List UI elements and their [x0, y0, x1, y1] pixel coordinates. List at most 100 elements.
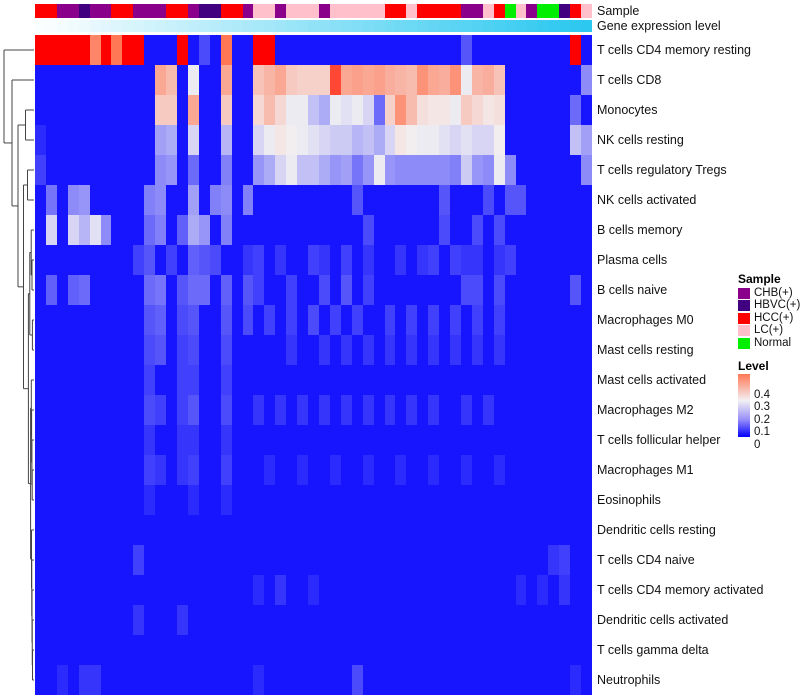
- heatmap-cell: [176, 425, 188, 455]
- heatmap-cell: [504, 275, 516, 305]
- heatmap-cell: [155, 95, 167, 125]
- heatmap-cell: [384, 425, 396, 455]
- heatmap-cell: [373, 275, 385, 305]
- heatmap-cell: [450, 125, 461, 155]
- heatmap-cell: [460, 275, 472, 305]
- heatmap-cell: [439, 515, 451, 545]
- heatmap-cell: [111, 245, 123, 275]
- heatmap-cell: [155, 305, 167, 335]
- heatmap-cell: [537, 305, 549, 335]
- heatmap-row: [35, 485, 593, 515]
- heatmap-cell: [471, 395, 483, 425]
- heatmap-cell: [362, 575, 374, 605]
- heatmap-cell: [362, 635, 374, 665]
- heatmap-cell: [417, 455, 429, 485]
- sample-annotation-cell: [253, 4, 265, 18]
- heatmap-cell: [460, 335, 472, 365]
- heatmap-cell: [548, 155, 560, 185]
- heatmap-cell: [67, 545, 79, 575]
- heatmap-cell: [89, 455, 101, 485]
- heatmap-row: [35, 95, 593, 125]
- sample-annotation-cell: [231, 4, 243, 18]
- heatmap-cell: [515, 335, 527, 365]
- heatmap-cell: [526, 185, 538, 215]
- heatmap-cell: [133, 155, 145, 185]
- heatmap-cell: [100, 365, 112, 395]
- level-tick-label: 0: [754, 438, 761, 451]
- heatmap-cell: [460, 395, 472, 425]
- heatmap-cell: [570, 515, 582, 545]
- heatmap-cell: [78, 35, 90, 65]
- heatmap-cell: [526, 395, 538, 425]
- heatmap-cell: [155, 245, 167, 275]
- heatmap-cell: [100, 395, 112, 425]
- heatmap-cell: [450, 305, 461, 335]
- heatmap-cell: [67, 455, 79, 485]
- heatmap-cell: [45, 545, 57, 575]
- heatmap-cell: [515, 125, 527, 155]
- heatmap-cell: [351, 425, 363, 455]
- heatmap-cell: [493, 635, 505, 665]
- heatmap-cell: [133, 35, 145, 65]
- heatmap-cell: [482, 305, 494, 335]
- heatmap-cell: [351, 275, 363, 305]
- heatmap-cell: [515, 35, 527, 65]
- heatmap-cell: [493, 575, 505, 605]
- heatmap-cell: [308, 275, 319, 305]
- heatmap-cell: [460, 305, 472, 335]
- heatmap-cell: [297, 335, 309, 365]
- heatmap-cell: [122, 605, 134, 635]
- heatmap-cell: [122, 125, 134, 155]
- heatmap-cell: [45, 215, 57, 245]
- heatmap-cell: [198, 455, 210, 485]
- heatmap-cell: [275, 605, 287, 635]
- gene-expression-annotation-cell: [264, 20, 276, 32]
- sample-annotation-cell: [144, 4, 156, 18]
- heatmap-cell: [362, 65, 374, 95]
- heatmap-cell: [526, 215, 538, 245]
- heatmap-cell: [122, 275, 134, 305]
- heatmap-row-label: Mast cells activated: [597, 372, 707, 387]
- heatmap-cell: [537, 275, 549, 305]
- heatmap-cell: [428, 155, 440, 185]
- heatmap-cell: [471, 65, 483, 95]
- heatmap-cell: [559, 335, 571, 365]
- heatmap-cell: [318, 215, 330, 245]
- heatmap-cell: [504, 425, 516, 455]
- heatmap-cell: [318, 305, 330, 335]
- heatmap-cell: [439, 635, 451, 665]
- heatmap-cell: [297, 485, 309, 515]
- heatmap-cell: [187, 635, 199, 665]
- heatmap-cell: [493, 245, 505, 275]
- heatmap-cell: [35, 515, 46, 545]
- sample-annotation-cell: [122, 4, 134, 18]
- heatmap-cell: [155, 215, 167, 245]
- heatmap-cell: [198, 575, 210, 605]
- heatmap-cell: [45, 305, 57, 335]
- heatmap-cell: [231, 515, 243, 545]
- heatmap-cell: [526, 575, 538, 605]
- heatmap-cell: [242, 245, 254, 275]
- heatmap-row-label: T cells regulatory Tregs: [597, 162, 727, 177]
- heatmap-cell: [537, 365, 549, 395]
- heatmap-row-label: T cells CD4 naive: [597, 552, 695, 567]
- sample-annotation-cell: [67, 4, 79, 18]
- heatmap-cell: [155, 185, 167, 215]
- heatmap-cell: [144, 455, 156, 485]
- heatmap-cell: [176, 515, 188, 545]
- heatmap-cell: [493, 665, 505, 695]
- heatmap-cell: [526, 275, 538, 305]
- heatmap-cell: [198, 545, 210, 575]
- heatmap-cell: [264, 125, 276, 155]
- heatmap-cell: [67, 365, 79, 395]
- heatmap-cell: [89, 335, 101, 365]
- heatmap-cell: [482, 95, 494, 125]
- heatmap-cell: [439, 215, 451, 245]
- heatmap-cell: [166, 635, 177, 665]
- heatmap-cell: [417, 335, 429, 365]
- heatmap-cell: [504, 185, 516, 215]
- heatmap-cell: [362, 365, 374, 395]
- heatmap-cell: [297, 665, 309, 695]
- heatmap-cell: [35, 455, 46, 485]
- heatmap-cell: [384, 95, 396, 125]
